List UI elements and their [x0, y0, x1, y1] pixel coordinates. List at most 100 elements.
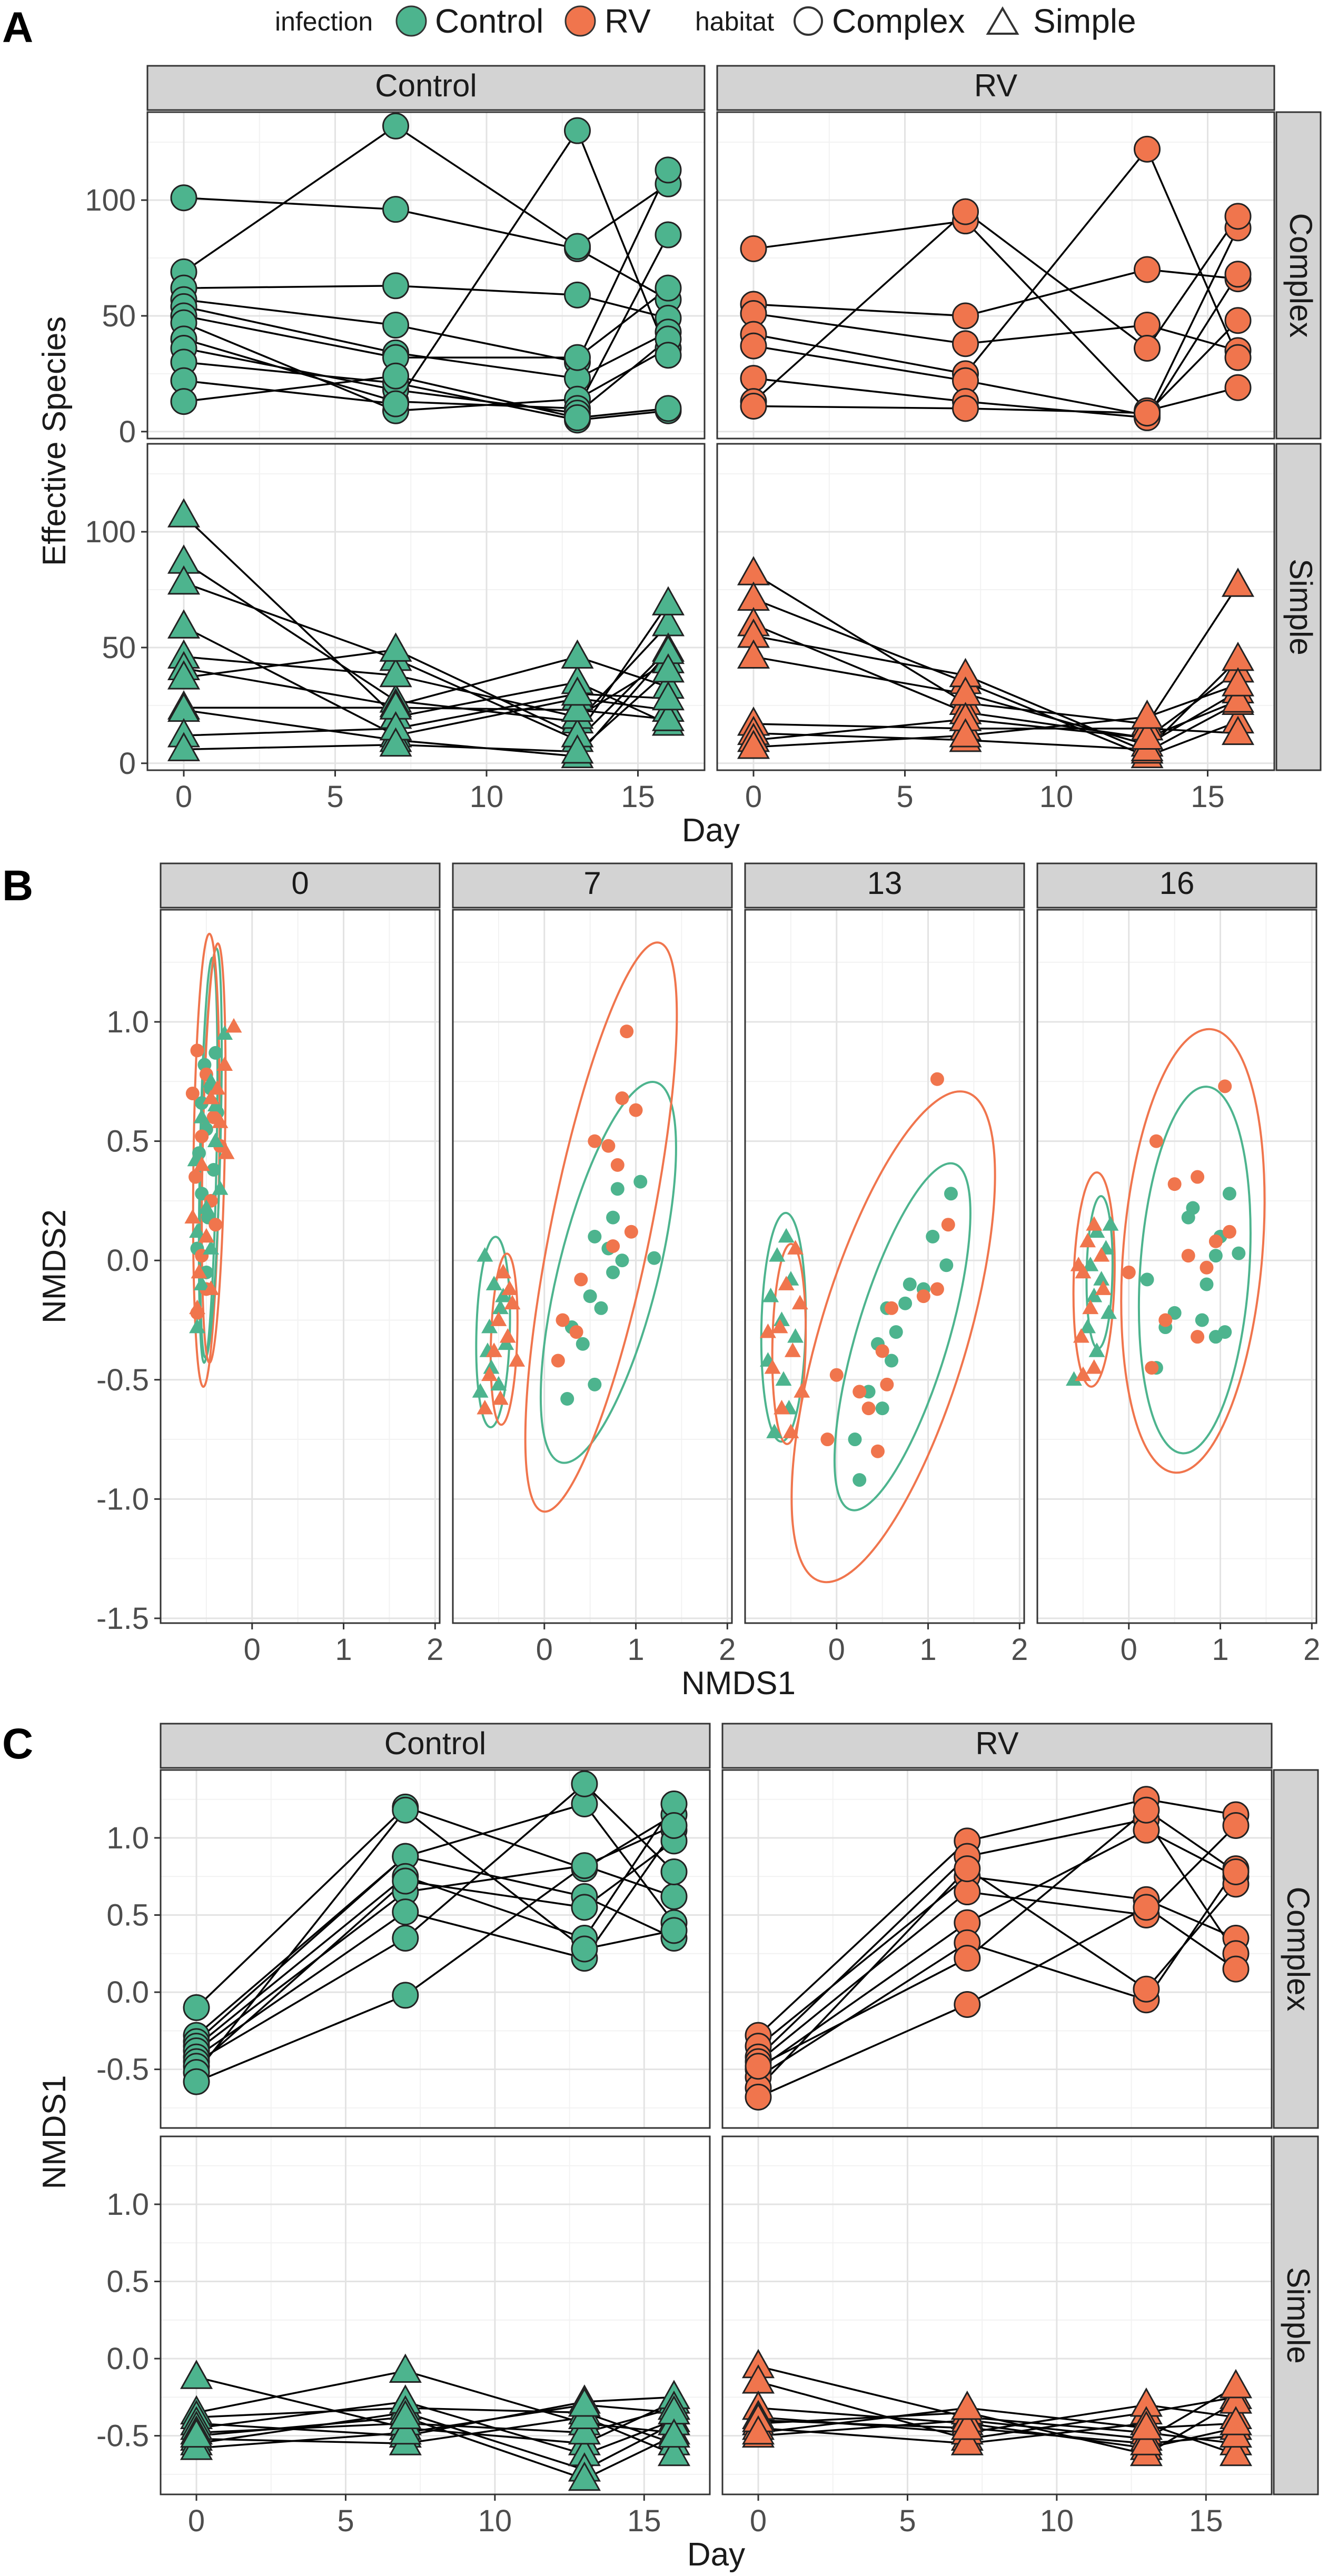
- data-point-triangle: [1070, 1256, 1087, 1271]
- data-point-triangle: [189, 1318, 205, 1334]
- data-point-circle: [209, 1046, 223, 1060]
- data-point-triangle: [495, 1264, 512, 1279]
- facet-control-complex: Control -0.5 0.0 0.5 1.0: [96, 1723, 711, 2129]
- data-point-circle: [189, 1170, 203, 1184]
- panel-border: [721, 2135, 1273, 2495]
- data-point-circle: [853, 1385, 867, 1399]
- data-point-circle: [588, 1134, 602, 1148]
- series-line: [757, 1867, 1237, 2089]
- panel-border: [744, 909, 1025, 1624]
- data-point-circle: [916, 1289, 930, 1304]
- data-point-triangle: [379, 727, 412, 757]
- data-point-triangle: [472, 1383, 489, 1398]
- data-point-triangle: [1082, 1256, 1099, 1271]
- confidence-ellipse: [1072, 1171, 1116, 1388]
- panel-background: [147, 444, 705, 770]
- data-point-triangle: [651, 702, 685, 731]
- series-line: [196, 2376, 675, 2445]
- series-line: [753, 268, 1238, 317]
- x-tick-label: 5: [896, 780, 913, 814]
- legend-control-key: [395, 5, 427, 37]
- series-line: [758, 2419, 1236, 2445]
- panel-border: [452, 909, 733, 1624]
- series-line: [757, 1798, 1236, 2036]
- data-point-circle: [655, 395, 682, 422]
- data-point-triangle: [490, 1376, 507, 1391]
- data-point-triangle: [949, 718, 982, 748]
- data-point-circle: [1195, 1313, 1209, 1327]
- data-point-triangle: [1088, 1342, 1105, 1357]
- data-point-triangle: [1219, 2436, 1253, 2466]
- data-point-triangle: [1129, 2410, 1163, 2440]
- series-line: [758, 1906, 1236, 2098]
- y-tick-label: -0.5: [96, 2419, 149, 2453]
- series-line: [753, 220, 1238, 412]
- data-point-triangle: [1086, 1287, 1103, 1302]
- data-point-circle: [740, 332, 767, 360]
- data-point-triangle: [775, 1371, 792, 1386]
- data-point-circle: [660, 1858, 688, 1885]
- data-point-circle: [655, 342, 682, 369]
- data-point-triangle: [1073, 1328, 1089, 1343]
- data-point-triangle: [216, 1056, 233, 1071]
- data-point-circle: [903, 1277, 917, 1291]
- x-tick-label: 2: [427, 1633, 443, 1667]
- data-point-triangle: [561, 734, 594, 764]
- data-point-triangle: [209, 1080, 226, 1095]
- data-point-circle: [1191, 1170, 1205, 1184]
- y-axis-title: NMDS2: [36, 1209, 73, 1324]
- y-tick-label: 1.0: [106, 2187, 149, 2222]
- facet-strip-label: 0: [291, 866, 309, 901]
- data-point-circle: [551, 1354, 565, 1368]
- data-point-triangle: [561, 676, 594, 706]
- data-point-circle: [1222, 1187, 1236, 1201]
- data-point-circle: [848, 1433, 862, 1447]
- data-point-circle: [206, 1162, 221, 1177]
- y-tick-label: -1.5: [96, 1602, 149, 1636]
- data-point-circle: [889, 1325, 903, 1339]
- data-point-circle: [574, 1272, 588, 1287]
- data-point-triangle: [216, 1025, 233, 1040]
- facet-strip: [160, 862, 441, 909]
- series-line: [183, 693, 669, 737]
- data-point-circle: [382, 112, 409, 140]
- legend-control-label: Control: [435, 2, 543, 40]
- confidence-ellipse: [1120, 1028, 1266, 1474]
- data-point-circle: [745, 2053, 772, 2080]
- x-tick-label: 0: [828, 1633, 845, 1667]
- series-line: [183, 582, 669, 741]
- data-point-circle: [392, 1924, 419, 1952]
- series-line: [183, 375, 669, 419]
- data-point-triangle: [501, 1280, 518, 1295]
- data-point-circle: [183, 1994, 210, 2021]
- data-point-circle: [647, 1251, 661, 1265]
- data-point-triangle: [657, 2418, 691, 2448]
- data-point-circle: [195, 1096, 209, 1110]
- data-point-circle: [885, 1301, 899, 1315]
- facet-day-0: 0 0 1 2 -1.5 -1.0 -0.5 0.0 0.5 1.0: [96, 862, 443, 1667]
- x-tick-label: 0: [188, 2504, 205, 2538]
- data-point-circle: [861, 1401, 876, 1416]
- data-point-triangle: [193, 1276, 210, 1290]
- data-point-triangle: [1095, 1280, 1112, 1295]
- data-point-circle: [1140, 1272, 1154, 1287]
- data-point-triangle: [379, 632, 412, 662]
- y-tick-label: 100: [85, 183, 136, 217]
- y-tick-label: 0.0: [106, 1975, 149, 2010]
- series-line: [753, 227, 1239, 416]
- data-point-triangle: [490, 1311, 507, 1326]
- data-point-circle: [1208, 1234, 1223, 1248]
- data-point-triangle: [950, 2426, 984, 2455]
- data-point-triangle: [167, 565, 201, 595]
- data-point-circle: [1224, 261, 1252, 288]
- facet-rv-complex: RV Complex: [721, 1723, 1319, 2129]
- x-tick-label: 15: [627, 2504, 661, 2538]
- legend-simple-label: Simple: [1033, 2, 1136, 40]
- data-point-circle: [954, 1945, 981, 1972]
- confidence-ellipse: [539, 1081, 677, 1464]
- series-line: [195, 1855, 675, 2036]
- facet-strip: [744, 862, 1025, 909]
- y-axis-title: NMDS1: [36, 2075, 73, 2189]
- data-point-triangle: [1221, 715, 1255, 745]
- legend-infection-title: infection: [275, 7, 373, 36]
